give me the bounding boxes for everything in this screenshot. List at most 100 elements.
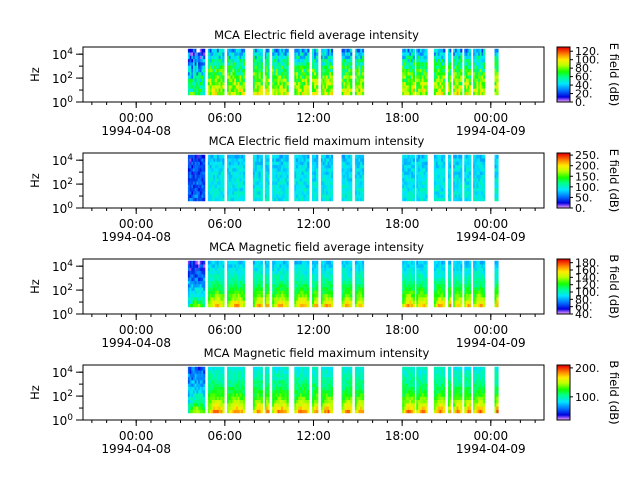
spectrogram-cell — [425, 300, 427, 304]
spectrogram-cell — [483, 59, 485, 63]
spectrogram-cell — [307, 191, 309, 195]
spectrogram-cell — [331, 175, 333, 179]
spectrogram-cell — [350, 194, 352, 198]
spectrogram-cell — [425, 184, 427, 188]
spectrogram-cell — [203, 62, 205, 66]
spectrogram-cell — [425, 52, 427, 56]
spectrogram-cell — [350, 175, 352, 179]
spectrogram-cell — [307, 304, 309, 308]
spectrogram-cell — [460, 62, 462, 66]
spectrogram-cell — [243, 161, 245, 165]
spectrogram-cell — [443, 294, 445, 298]
spectrogram-cell — [287, 69, 289, 73]
spectrogram-cell — [261, 277, 263, 281]
spectrogram-cell — [268, 78, 270, 82]
spectrogram-cell — [222, 297, 224, 301]
spectrogram-cell — [261, 178, 263, 182]
spectrogram-cell — [316, 88, 318, 92]
panel-title: MCA Electric field average intensity — [214, 28, 419, 42]
spectrogram-cell — [222, 49, 224, 53]
spectrogram-cell — [243, 158, 245, 162]
spectrogram-cell — [460, 158, 462, 162]
spectrogram-cell — [425, 49, 427, 53]
spectrogram-cell — [222, 261, 224, 265]
spectrogram-cell — [425, 165, 427, 169]
spectrogram-cell — [287, 82, 289, 86]
spectrogram-cell — [261, 65, 263, 69]
spectrogram-cell — [222, 181, 224, 185]
spectrogram-cell — [331, 55, 333, 59]
spectrogram-cell — [443, 184, 445, 188]
x-tick-label: 06:00 — [208, 217, 243, 231]
spectrogram-cell — [222, 284, 224, 288]
spectrogram-cell — [331, 88, 333, 92]
spectrogram-cell — [261, 188, 263, 192]
spectrogram-cell — [413, 297, 415, 301]
spectrogram-cell — [222, 277, 224, 281]
spectrogram-cell — [496, 72, 498, 76]
spectrogram-cell — [307, 161, 309, 165]
spectrogram-cell — [316, 49, 318, 53]
spectrogram-cell — [460, 69, 462, 73]
panel-2: MCA Electric field maximum intensity1001… — [28, 134, 621, 244]
spectrogram-cell — [443, 165, 445, 169]
spectrogram-cell — [449, 194, 451, 198]
spectrogram-cells — [188, 261, 499, 307]
spectrogram-cell — [362, 78, 364, 82]
spectrogram-cell — [443, 277, 445, 281]
spectrogram-cell — [350, 304, 352, 308]
spectrogram-cell — [243, 304, 245, 308]
spectrogram-cell — [425, 271, 427, 275]
spectrogram-cell — [449, 85, 451, 89]
spectrogram-cell — [222, 72, 224, 76]
spectrogram-cell — [362, 271, 364, 275]
spectrogram-cell — [496, 69, 498, 73]
spectrogram-cell — [261, 264, 263, 268]
spectrogram-cell — [362, 184, 364, 188]
spectrogram-cell — [483, 171, 485, 175]
spectrogram-cell — [268, 52, 270, 56]
spectrogram-cell — [350, 178, 352, 182]
spectrogram-cell — [261, 85, 263, 89]
spectrogram-cell — [203, 264, 205, 268]
spectrogram-cell — [287, 300, 289, 304]
spectrogram-cell — [469, 171, 471, 175]
spectrogram-cell — [316, 69, 318, 73]
spectrogram-cell — [443, 85, 445, 89]
spectrogram-cell — [261, 59, 263, 63]
spectrogram-cell — [316, 198, 318, 202]
spectrogram-cell — [443, 49, 445, 53]
spectrogram-cell — [287, 78, 289, 82]
spectrogram-cell — [261, 171, 263, 175]
spectrogram-cell — [261, 55, 263, 59]
spectrogram-cell — [222, 175, 224, 179]
spectrogram-cell — [222, 88, 224, 92]
spectrogram-cell — [425, 188, 427, 192]
spectrogram-cell — [449, 165, 451, 169]
spectrogram-cell — [222, 171, 224, 175]
spectrogram-cell — [449, 158, 451, 162]
spectrogram-cell — [316, 62, 318, 66]
spectrogram-cell — [243, 69, 245, 73]
spectrogram-cell — [443, 261, 445, 265]
spectrogram-cell — [443, 284, 445, 288]
spectrogram-cell — [362, 281, 364, 285]
x-tick-date-label: 1994-04-08 — [101, 230, 171, 244]
spectrogram-cell — [331, 168, 333, 172]
panel-3: MCA Magnetic field average intensity1001… — [28, 240, 621, 350]
spectrogram-cell — [460, 277, 462, 281]
spectrogram-cell — [307, 300, 309, 304]
spectrogram-cell — [362, 297, 364, 301]
spectrogram-cell — [449, 72, 451, 76]
spectrogram-cell — [469, 191, 471, 195]
spectrogram-cell — [203, 49, 205, 53]
spectrogram-cell — [483, 55, 485, 59]
spectrogram-cell — [331, 75, 333, 79]
spectrogram-cell — [460, 161, 462, 165]
spectrogram-cell — [331, 300, 333, 304]
spectrogram-cell — [268, 168, 270, 172]
spectrogram-cell — [362, 304, 364, 308]
spectrogram-cell — [261, 274, 263, 278]
spectrogram-cell — [243, 184, 245, 188]
